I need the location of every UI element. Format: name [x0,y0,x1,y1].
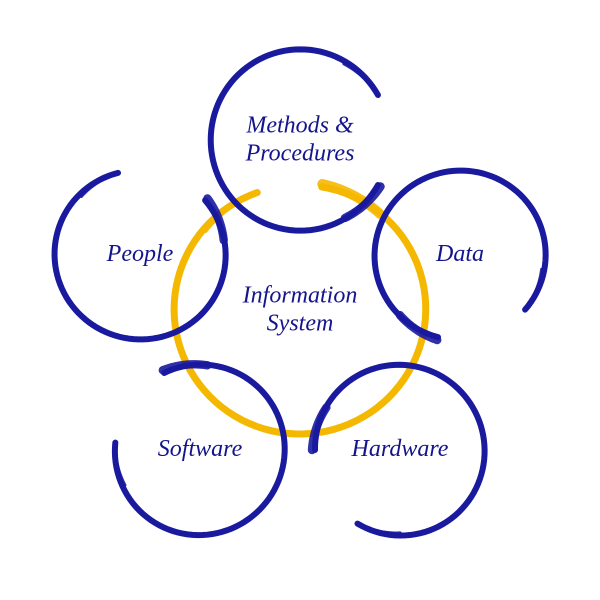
node-label-people: People [107,241,174,269]
node-label-data: Data [436,241,484,269]
node-label-methods: Methods & Procedures [246,112,355,167]
center-label: Information System [243,282,358,337]
node-label-software: Software [158,436,242,464]
node-label-hardware: Hardware [352,436,449,464]
diagram-container: Information System Methods & Procedures Da… [0,0,600,600]
